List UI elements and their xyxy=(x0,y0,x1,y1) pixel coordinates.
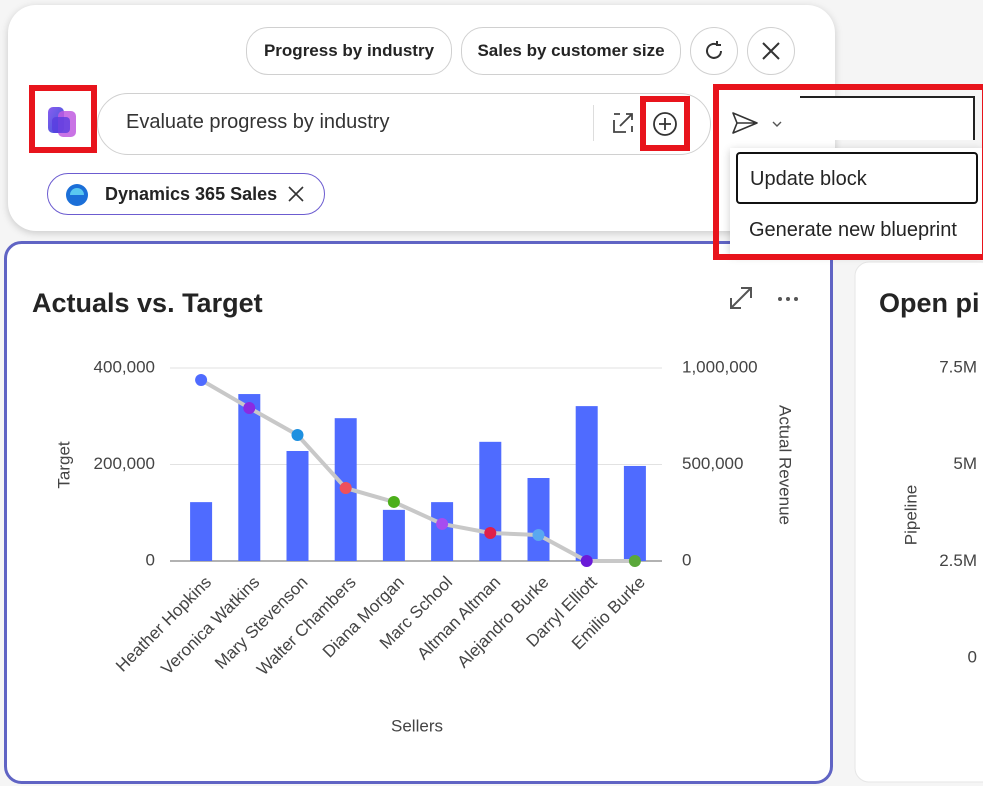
bar xyxy=(382,509,405,561)
chart-title: Actuals vs. Target xyxy=(32,288,263,318)
refresh-icon xyxy=(706,41,722,59)
close-icon xyxy=(762,42,780,60)
side-y-tick-label: 5M xyxy=(953,454,977,473)
line-point xyxy=(339,482,352,495)
y2-tick-label: 500,000 xyxy=(682,454,743,473)
line-point xyxy=(580,555,593,567)
side-card xyxy=(854,261,983,783)
source-chip[interactable] xyxy=(47,173,325,215)
line xyxy=(200,378,635,563)
dynamics-icon xyxy=(66,184,88,206)
y-tick-label: 0 xyxy=(146,550,155,569)
line-point xyxy=(291,428,304,441)
bar xyxy=(575,406,598,561)
highlight-box xyxy=(640,96,690,151)
close-button[interactable] xyxy=(747,27,795,75)
chip-remove-icon[interactable] xyxy=(287,185,305,203)
send-menu xyxy=(730,148,983,254)
x-axis-title: Sellers xyxy=(391,716,443,735)
send-button[interactable] xyxy=(730,110,790,138)
bar xyxy=(190,502,213,561)
y-tick-label: 200,000 xyxy=(94,454,155,473)
prompt-input[interactable] xyxy=(97,93,711,155)
side-y-tick-label: 7.5M xyxy=(939,357,977,376)
line-point xyxy=(195,373,208,386)
side-y-tick-label: 0 xyxy=(968,647,977,666)
suggestion-chip[interactable]: Sales by customer size xyxy=(461,27,681,75)
side-y-tick-label: 2.5M xyxy=(939,551,977,570)
line-point xyxy=(628,555,641,567)
highlight-box xyxy=(713,84,983,260)
logo-shape xyxy=(48,107,76,137)
line-point xyxy=(532,528,545,541)
bar xyxy=(286,450,309,561)
menu-item[interactable]: Update block xyxy=(736,152,978,204)
y2-tick-label: 0 xyxy=(682,550,691,569)
bar xyxy=(238,394,261,561)
prompt-text: Evaluate progress by industry xyxy=(126,111,390,133)
y-tick-label: 400,000 xyxy=(94,357,155,376)
copilot-logo xyxy=(40,99,84,143)
bar xyxy=(431,502,454,561)
background-element xyxy=(800,96,975,140)
more-icon[interactable] xyxy=(778,297,798,301)
highlight-box xyxy=(29,85,97,153)
y2-tick-label: 1,000,000 xyxy=(682,357,758,376)
side-y-axis-title: Pipeline xyxy=(901,485,920,546)
menu-item[interactable]: Generate new blueprint xyxy=(749,219,957,241)
line-point xyxy=(484,527,497,540)
line-point xyxy=(436,517,449,530)
expand-icon[interactable] xyxy=(730,287,752,309)
line-point xyxy=(243,401,256,414)
y2-axis-title: Actual Revenue xyxy=(776,405,795,525)
add-icon[interactable] xyxy=(651,110,679,138)
source-chip-label: Dynamics 365 Sales xyxy=(105,184,278,204)
y-axis-title: Target xyxy=(54,441,73,489)
open-icon[interactable] xyxy=(610,110,636,136)
bar xyxy=(623,465,646,561)
refresh-button[interactable] xyxy=(690,27,738,75)
divider xyxy=(593,105,594,141)
bar xyxy=(479,441,502,561)
line-point xyxy=(387,495,400,508)
bar xyxy=(527,478,550,561)
side-chart-title: Open pi xyxy=(879,288,980,318)
suggestion-chip[interactable]: Progress by industry xyxy=(246,27,452,75)
